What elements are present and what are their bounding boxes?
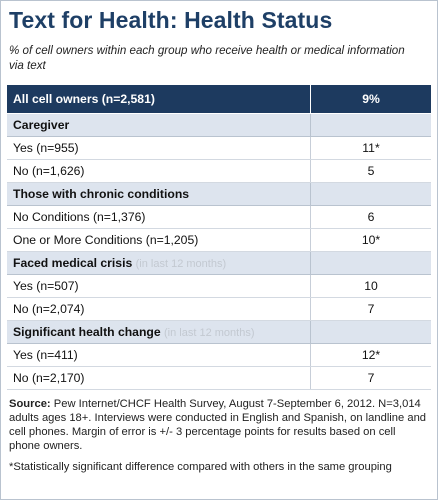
section-note: (in last 12 months) bbox=[135, 258, 227, 270]
row-label: Yes (n=955) bbox=[7, 136, 311, 160]
section-note: (in last 12 months) bbox=[164, 327, 255, 339]
data-table: All cell owners (n=2,581) 9% Caregiver Y… bbox=[7, 85, 431, 390]
row-label: No (n=1,626) bbox=[7, 159, 311, 183]
row-value: 6 bbox=[310, 205, 431, 229]
section-heading: Those with chronic conditions bbox=[13, 187, 190, 201]
row-value: 7 bbox=[310, 297, 431, 321]
row-value: 10* bbox=[310, 228, 431, 252]
row-value: 11* bbox=[310, 136, 431, 160]
row-label: One or More Conditions (n=1,205) bbox=[7, 228, 311, 252]
section-header-chronic: Those with chronic conditions bbox=[7, 182, 431, 206]
section-heading: Faced medical crisis bbox=[13, 256, 133, 270]
all-owners-row: All cell owners (n=2,581) 9% bbox=[7, 85, 431, 114]
table-row: Yes (n=507) 10 bbox=[7, 274, 431, 298]
all-owners-label: All cell owners (n=2,581) bbox=[7, 85, 311, 114]
row-label: No (n=2,170) bbox=[7, 366, 311, 390]
row-label: No (n=2,074) bbox=[7, 297, 311, 321]
section-header-health-change: Significant health change (in last 12 mo… bbox=[7, 320, 431, 344]
row-value: 5 bbox=[310, 159, 431, 183]
section-heading: Caregiver bbox=[13, 118, 70, 132]
table-row: No (n=2,170) 7 bbox=[7, 366, 431, 390]
table-row: No Conditions (n=1,376) 6 bbox=[7, 205, 431, 229]
section-heading: Significant health change bbox=[13, 325, 161, 339]
section-header-caregiver: Caregiver bbox=[7, 113, 431, 137]
table-row: Yes (n=411) 12* bbox=[7, 343, 431, 367]
table-row: Yes (n=955) 11* bbox=[7, 136, 431, 160]
row-value: 12* bbox=[310, 343, 431, 367]
section-header-medical-crisis: Faced medical crisis (in last 12 months) bbox=[7, 251, 431, 275]
table-row: No (n=2,074) 7 bbox=[7, 297, 431, 321]
footnote: *Statistically significant difference co… bbox=[9, 461, 392, 473]
row-label: Yes (n=411) bbox=[7, 343, 311, 367]
row-value: 10 bbox=[310, 274, 431, 298]
table-row: One or More Conditions (n=1,205) 10* bbox=[7, 228, 431, 252]
row-value: 7 bbox=[310, 366, 431, 390]
table-row: No (n=1,626) 5 bbox=[7, 159, 431, 183]
source-label: Source: bbox=[9, 398, 51, 410]
all-owners-value: 9% bbox=[310, 85, 431, 114]
source-text: Pew Internet/CHCF Health Survey, August … bbox=[9, 398, 427, 452]
page-title: Text for Health: Health Status bbox=[9, 7, 333, 33]
source-note: Source: Pew Internet/CHCF Health Survey,… bbox=[9, 397, 429, 453]
row-label: Yes (n=507) bbox=[7, 274, 311, 298]
footer: Source: Pew Internet/CHCF Health Survey,… bbox=[9, 397, 429, 474]
page-subtitle: % of cell owners within each group who r… bbox=[9, 44, 405, 72]
row-label: No Conditions (n=1,376) bbox=[7, 205, 311, 229]
